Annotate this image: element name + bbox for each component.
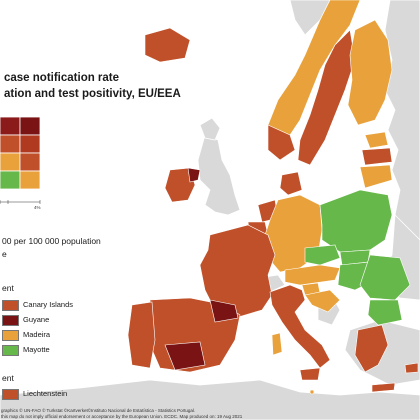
legend-item-label: Guyane <box>23 315 50 324</box>
matrix-cell <box>0 116 21 136</box>
legend-swatch <box>2 300 19 311</box>
matrix-cell <box>0 170 21 190</box>
matrix-cell <box>19 134 41 154</box>
region-lithuania <box>359 164 393 189</box>
region-czechia <box>304 244 341 266</box>
region-greece <box>354 324 389 373</box>
matrix-cell <box>19 116 41 136</box>
region-sicily <box>299 367 321 381</box>
region-france <box>199 224 276 319</box>
legend-item-label: Canary Islands <box>23 300 74 309</box>
region-bulgaria <box>367 299 403 326</box>
rate-note: 00 per 100 000 population <box>2 236 101 246</box>
region-portugal <box>127 301 156 369</box>
region-spain-center <box>209 299 239 323</box>
eu-countries <box>127 0 419 395</box>
region-cyprus <box>404 362 419 374</box>
map-title-line2: ation and test positivity, EU/EEA <box>4 88 181 100</box>
region-crete <box>371 382 396 393</box>
region-norway-south <box>267 124 296 161</box>
region-estonia <box>364 131 389 149</box>
region-malta <box>309 389 315 395</box>
legend-regions-header: ent <box>2 283 14 293</box>
region-italy <box>269 284 331 369</box>
region-ireland-north <box>187 167 201 183</box>
legend-swatch <box>2 315 19 326</box>
region-andalusia <box>164 341 206 371</box>
region-finland <box>347 19 393 126</box>
region-ireland <box>164 167 196 203</box>
legend-item-label: Liechtenstein <box>23 389 68 398</box>
legend-item-label: Madeira <box>23 330 51 339</box>
footer-line1: graphics © UN-FAO © Turkstat ©Kartverket… <box>1 408 196 413</box>
legend-swatch <box>2 345 19 356</box>
footer-line2: this map do not imply official endorseme… <box>1 414 243 419</box>
map-title-line1: case notification rate <box>4 72 120 84</box>
region-croatia <box>304 289 341 313</box>
matrix-cell <box>0 134 21 154</box>
matrix-axis-tick: 4% <box>34 205 41 210</box>
legend-swatch <box>2 330 19 341</box>
legend-matrix <box>0 116 41 204</box>
region-austria <box>284 264 341 286</box>
e-note: e <box>2 249 7 259</box>
matrix-cell <box>0 152 21 172</box>
region-sardinia <box>271 332 283 356</box>
matrix-cell <box>19 152 41 172</box>
legend-item-label: Mayotte <box>23 345 50 354</box>
region-latvia <box>361 147 393 166</box>
region-iceland <box>144 27 191 63</box>
legend-other-header: ent <box>2 373 14 383</box>
matrix-cell <box>19 170 41 190</box>
legend-swatch <box>2 389 19 400</box>
region-poland <box>319 189 393 253</box>
region-denmark <box>279 171 303 196</box>
